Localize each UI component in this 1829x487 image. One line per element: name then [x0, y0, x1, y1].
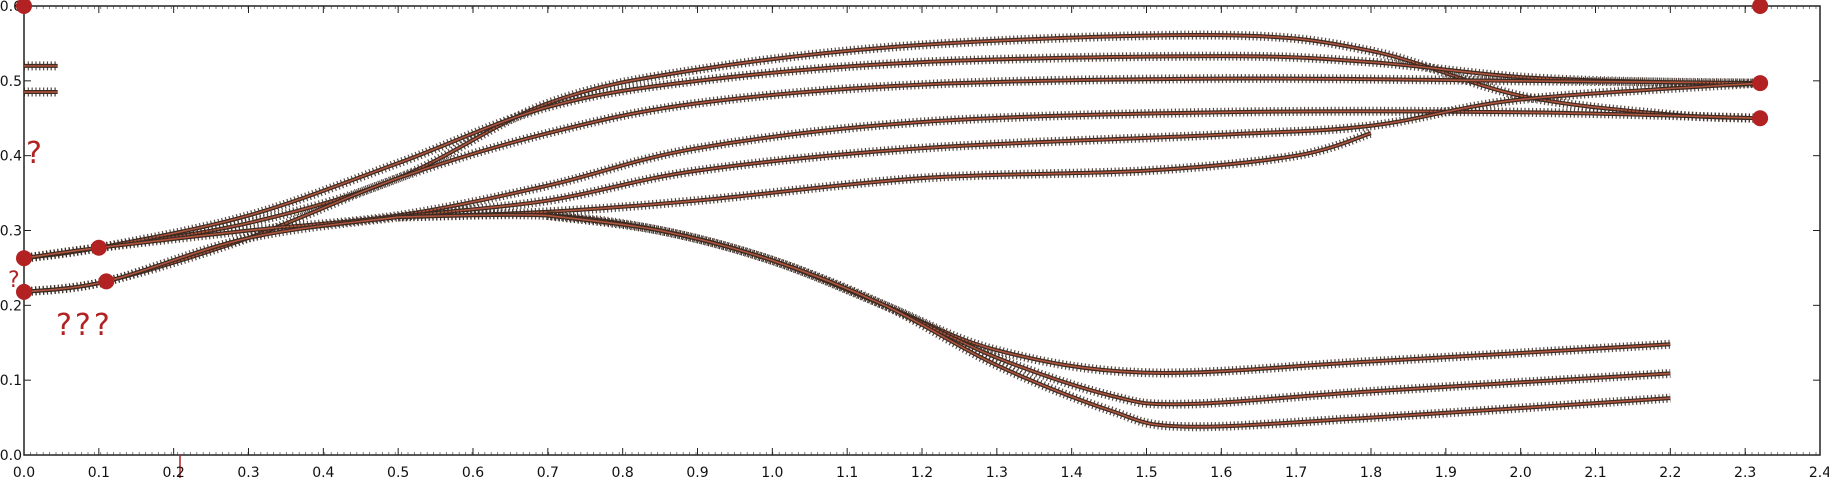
- x-tick-label: 2.0: [1510, 465, 1532, 481]
- endpoint-marker: [90, 239, 107, 256]
- annotation: ?: [8, 268, 23, 293]
- endpoint-marker: [1752, 110, 1769, 127]
- x-tick-label: 2.4: [1809, 465, 1829, 481]
- x-tick-label: 0.5: [387, 465, 409, 481]
- x-tick-label: 2.1: [1584, 465, 1606, 481]
- track: [23, 34, 1761, 259]
- x-tick-label: 1.6: [1210, 465, 1232, 481]
- x-tick-label: 0.2: [163, 465, 185, 481]
- track: [398, 132, 1372, 218]
- x-tick-label: 0.0: [13, 465, 35, 481]
- x-tick-label: 2.3: [1734, 465, 1756, 481]
- x-tick-label: 0.9: [686, 465, 708, 481]
- x-tick-label: 1.9: [1435, 465, 1457, 481]
- endpoint-marker: [16, 283, 32, 300]
- y-tick-label: 0.1: [0, 373, 22, 389]
- y-tick-label: 0.4: [0, 149, 22, 165]
- x-tick-label: 1.5: [1135, 465, 1157, 481]
- track: [547, 214, 1671, 428]
- x-tick-label: 2.2: [1659, 465, 1681, 481]
- x-tick-label: 1.2: [911, 465, 933, 481]
- y-tick-label: 0.3: [0, 224, 22, 240]
- x-tick-label: 1.0: [761, 465, 783, 481]
- endpoint-marker: [16, 0, 32, 14]
- endpoint-marker: [1752, 0, 1769, 14]
- track: [23, 82, 1761, 293]
- annotation: ???: [56, 308, 113, 343]
- track: [23, 55, 1761, 259]
- x-tick-label: 1.3: [986, 465, 1008, 481]
- x-tick-label: 1.4: [1061, 465, 1083, 481]
- x-tick-label: 0.6: [462, 465, 484, 481]
- endpoint-marker: [98, 273, 115, 290]
- x-tick-label: 0.4: [312, 465, 334, 481]
- y-tick-label: 0.5: [0, 74, 22, 90]
- x-tick-label: 1.7: [1285, 465, 1307, 481]
- y-tick-label: 0.2: [0, 298, 22, 314]
- x-tick-label: 0.7: [537, 465, 559, 481]
- x-tick-label: 0.3: [237, 465, 259, 481]
- x-tick-label: 1.1: [836, 465, 858, 481]
- y-tick-label: 0.0: [0, 448, 22, 464]
- x-tick-label: 0.1: [88, 465, 110, 481]
- endpoint-marker: [1752, 75, 1769, 92]
- x-tick-label: 0.8: [612, 465, 634, 481]
- annotation: ?: [26, 136, 45, 171]
- endpoint-marker: [16, 250, 32, 267]
- x-tick-label: 1.8: [1360, 465, 1382, 481]
